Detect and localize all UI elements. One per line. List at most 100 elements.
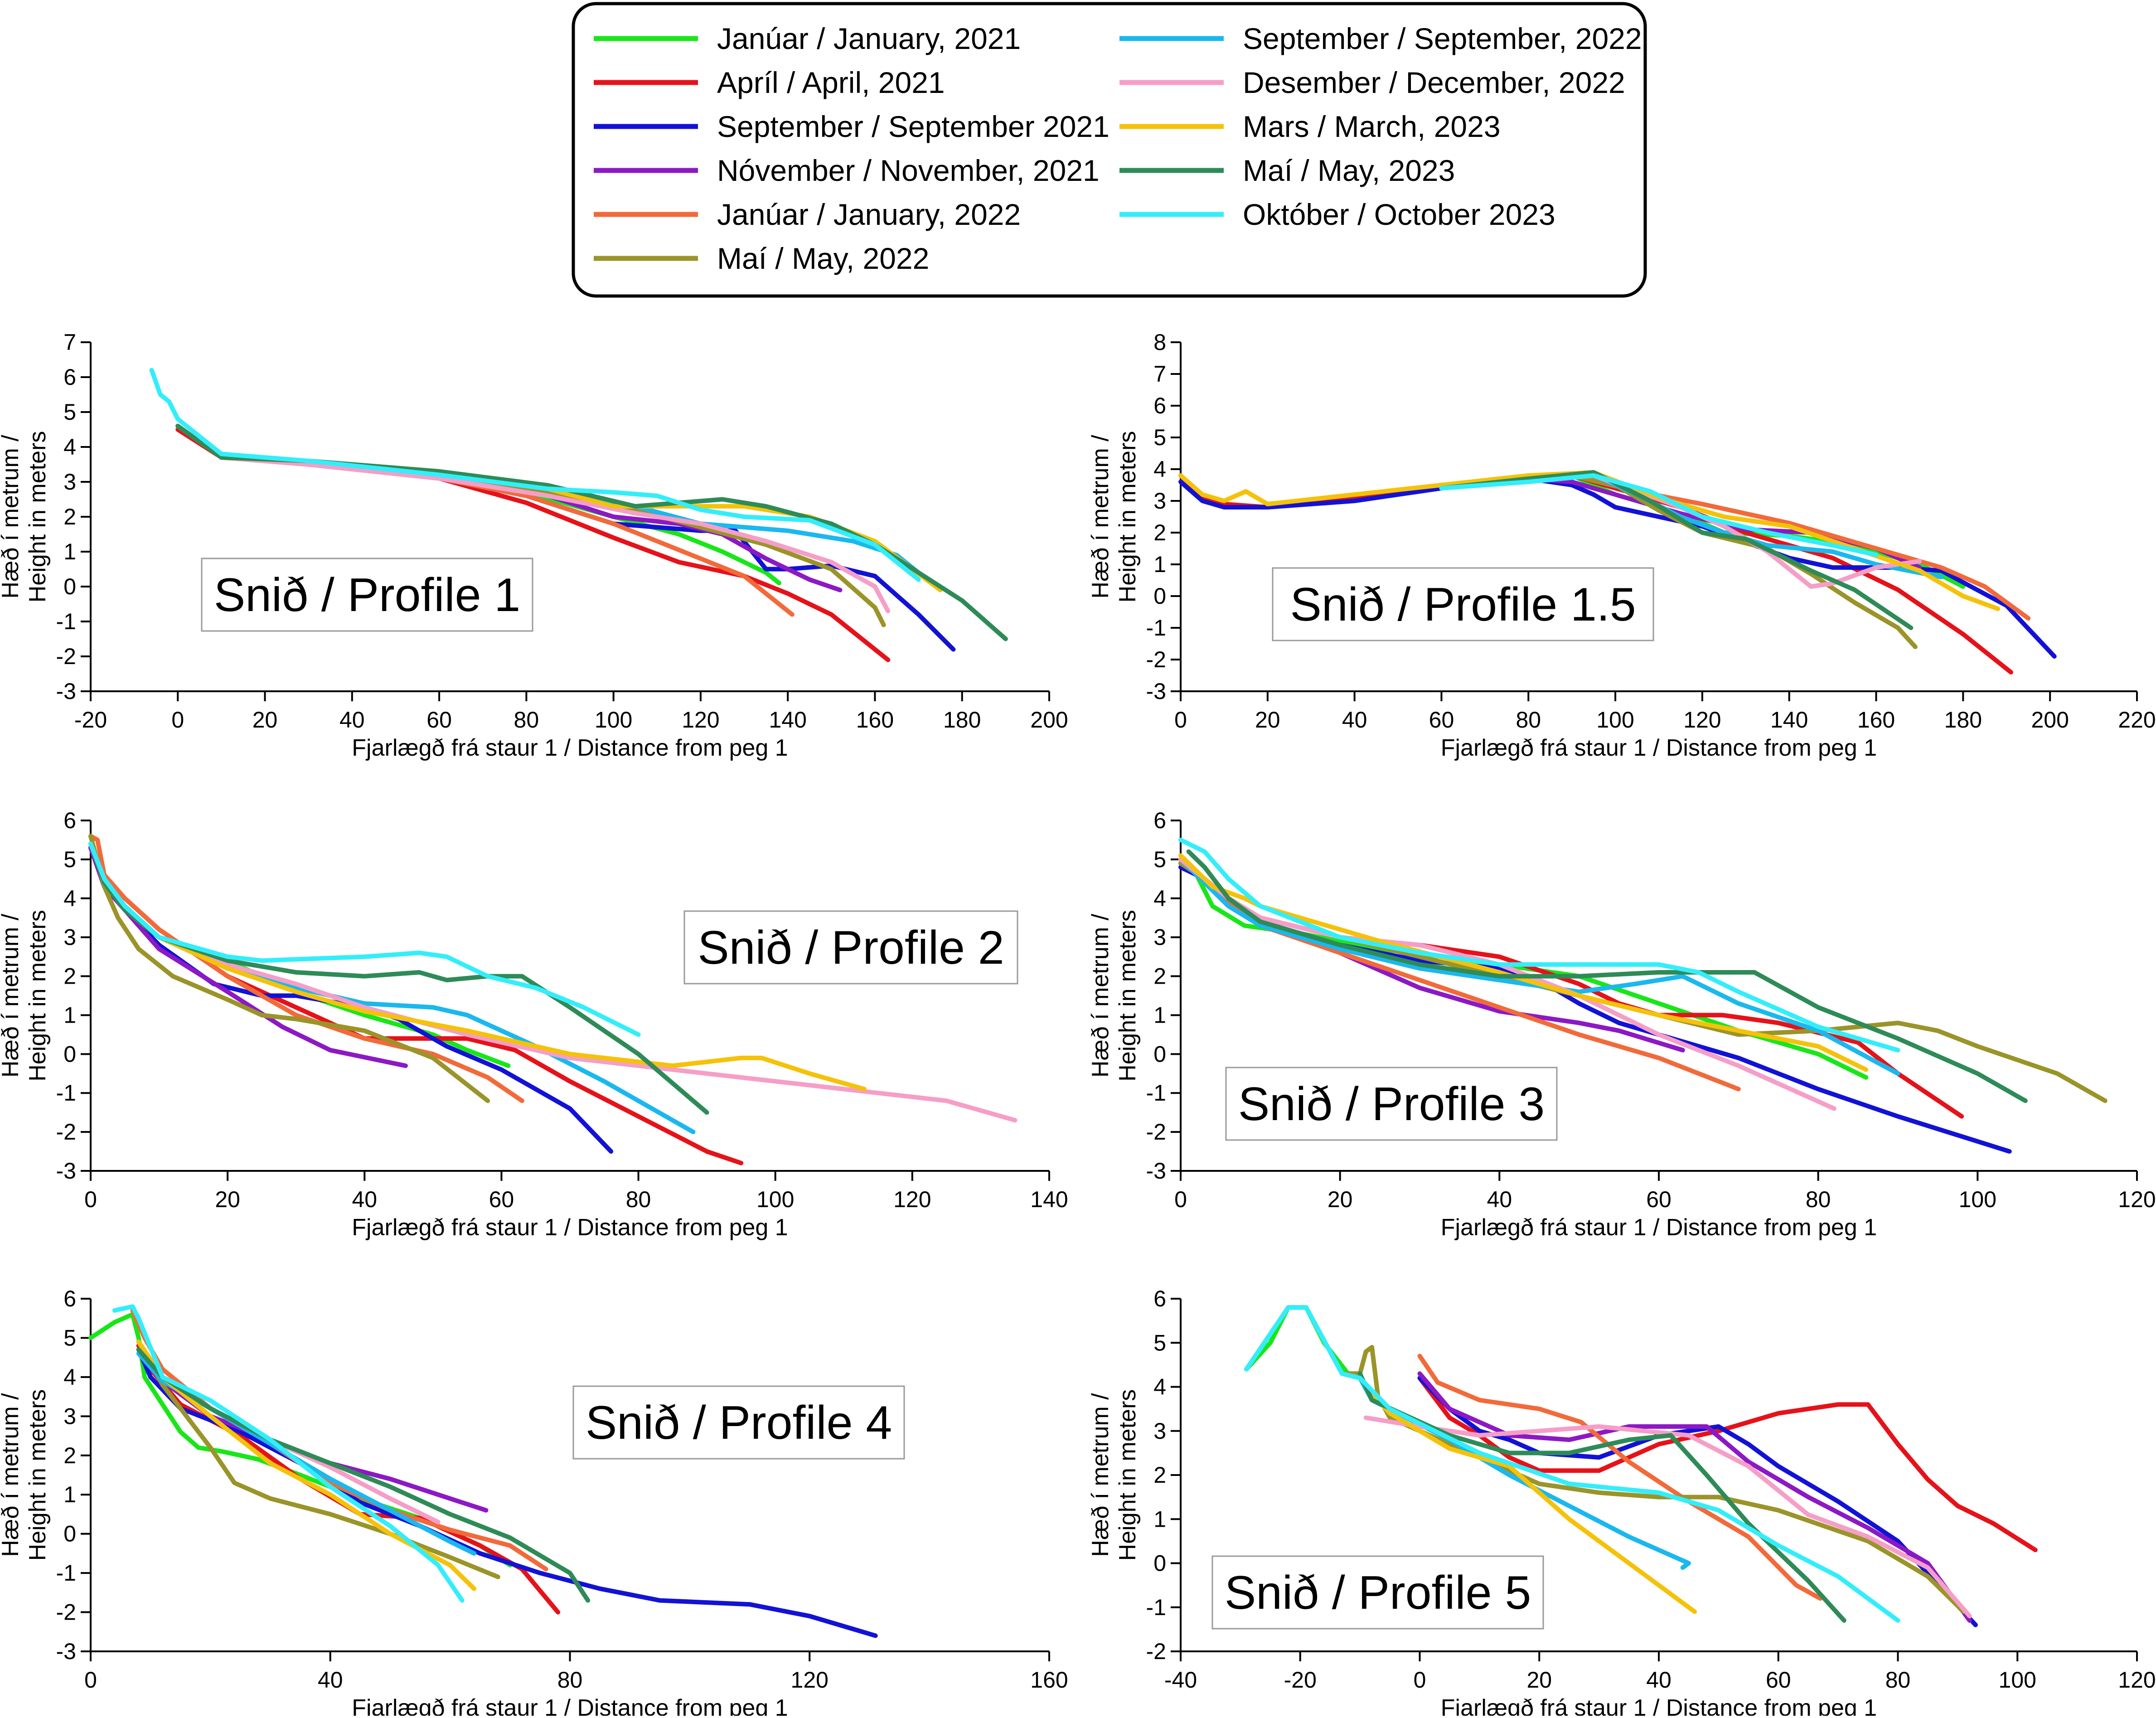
- y-tick-label: 0: [1153, 1551, 1166, 1576]
- x-tick-label: -20: [1284, 1667, 1317, 1693]
- x-tick-label: 120: [2118, 1667, 2156, 1693]
- series-line: [88, 834, 524, 1103]
- y-axis-label: Height in meters: [1114, 1389, 1141, 1561]
- x-tick-label: 0: [1174, 707, 1187, 733]
- x-tick-label: 40: [1487, 1187, 1512, 1212]
- series-line: [88, 834, 490, 1103]
- x-tick-label: 80: [626, 1187, 651, 1212]
- x-tick-label: 200: [2031, 707, 2069, 733]
- series-line: [112, 1304, 465, 1603]
- y-axis-label: Height in meters: [24, 431, 51, 603]
- y-tick-label: 6: [63, 1286, 76, 1311]
- y-tick-label: -3: [56, 1158, 76, 1184]
- y-tick-label: 0: [1153, 583, 1166, 609]
- y-tick-label: 5: [1153, 425, 1166, 450]
- x-tick-label: 120: [791, 1667, 828, 1693]
- y-tick-label: 0: [1153, 1041, 1166, 1067]
- y-axis-label: Height in meters: [1114, 910, 1141, 1082]
- chart-title: Snið / Profile 1: [214, 569, 520, 621]
- y-tick-label: 6: [1153, 1286, 1166, 1311]
- y-tick-label: 5: [1153, 847, 1166, 872]
- chart-title-box: [572, 1385, 905, 1460]
- x-axis-label: Fjarlægð frá staur 1 / Distance from peg…: [352, 1214, 788, 1241]
- y-tick-label: 1: [1153, 1506, 1166, 1532]
- y-tick-label: 2: [63, 504, 76, 529]
- y-axis-label: Hæð í metrum /: [0, 435, 24, 599]
- x-axis-label: Fjarlægð frá staur 1 / Distance from peg…: [1441, 735, 1877, 761]
- legend-label: Janúar / January, 2021: [717, 22, 1021, 55]
- x-tick-label: 60: [1646, 1187, 1672, 1212]
- x-tick-label: 80: [1806, 1187, 1831, 1212]
- legend-label: September / September 2021: [717, 110, 1109, 143]
- y-axis-label: Height in meters: [24, 910, 51, 1082]
- chart-title-box: [683, 910, 1018, 985]
- y-tick-label: 0: [63, 574, 76, 599]
- y-axis-label: Hæð í metrum /: [0, 1393, 24, 1557]
- x-tick-label: 100: [756, 1187, 794, 1212]
- x-tick-label: 100: [1959, 1187, 1996, 1212]
- y-tick-label: 3: [63, 469, 76, 495]
- x-tick-label: 0: [84, 1187, 97, 1212]
- series-line: [1186, 849, 2028, 1103]
- series-line: [88, 841, 641, 1037]
- chart-title-box: [1272, 567, 1654, 641]
- x-tick-label: 80: [514, 707, 539, 733]
- y-tick-label: 1: [1153, 1002, 1166, 1028]
- y-tick-label: -2: [56, 1600, 76, 1625]
- x-tick-label: 60: [1429, 707, 1454, 733]
- y-tick-label: 4: [1153, 886, 1166, 911]
- y-tick-label: 2: [1153, 964, 1166, 989]
- chart-title: Snið / Profile 5: [1225, 1567, 1531, 1619]
- legend-label: Janúar / January, 2022: [717, 198, 1021, 231]
- series-line: [1178, 837, 1900, 1053]
- y-tick-label: -2: [1146, 1119, 1166, 1145]
- y-tick-label: 3: [1153, 925, 1166, 950]
- y-tick-label: -1: [1146, 1595, 1166, 1620]
- y-tick-label: 5: [1153, 1330, 1166, 1355]
- x-axis-label: Fjarlægð frá staur 1 / Distance from peg…: [1441, 1695, 1877, 1716]
- x-tick-label: 0: [171, 707, 184, 733]
- series-line: [1417, 1354, 1823, 1601]
- y-tick-label: -1: [1146, 1080, 1166, 1106]
- y-tick-label: 5: [63, 847, 76, 872]
- y-tick-label: -3: [56, 679, 76, 704]
- series-line: [1178, 857, 1869, 1080]
- x-tick-label: 20: [215, 1187, 240, 1212]
- y-tick-label: 0: [63, 1521, 76, 1547]
- series-line: [1363, 1384, 1697, 1614]
- y-tick-label: -2: [1146, 647, 1166, 672]
- y-tick-label: 6: [63, 364, 76, 390]
- x-tick-label: 20: [1328, 1187, 1353, 1212]
- x-tick-label: -20: [74, 707, 107, 733]
- y-tick-label: 6: [63, 808, 76, 833]
- series-line: [1363, 1415, 1972, 1619]
- y-axis-label: Height in meters: [1114, 431, 1141, 603]
- chart-title: Snið / Profile 2: [698, 922, 1004, 974]
- chart-panel-6: -2 -1 0 1 2 3 4 5 6 -40 -20 0 20 40 60 80 100 120 Fjarlægð…: [1087, 1286, 2156, 1718]
- series-line: [136, 1339, 500, 1579]
- y-tick-label: -1: [56, 1560, 76, 1586]
- x-tick-label: 20: [1526, 1667, 1552, 1693]
- y-tick-label: 1: [63, 539, 76, 564]
- y-tick-label: -2: [56, 644, 76, 669]
- legend-label: Desember / December, 2022: [1243, 66, 1625, 99]
- y-tick-label: -1: [56, 609, 76, 634]
- legend-label: Apríl / April, 2021: [717, 66, 945, 99]
- x-tick-label: 0: [84, 1667, 97, 1693]
- chart-title-box: [1211, 1555, 1544, 1630]
- x-tick-label: 160: [1030, 1667, 1068, 1693]
- y-tick-label: -1: [56, 1080, 76, 1106]
- x-axis-label: Fjarlægð frá staur 1 / Distance from peg…: [1441, 1214, 1877, 1241]
- y-tick-label: -2: [1146, 1639, 1166, 1664]
- y-tick-label: 0: [63, 1041, 76, 1067]
- legend-label: Nóvember / November, 2021: [717, 154, 1100, 187]
- x-tick-label: 40: [318, 1667, 343, 1693]
- y-tick-label: 4: [63, 886, 76, 911]
- series-line: [130, 1308, 548, 1572]
- y-tick-label: -3: [1146, 1158, 1166, 1184]
- legend-label: Október / October 2023: [1243, 198, 1555, 231]
